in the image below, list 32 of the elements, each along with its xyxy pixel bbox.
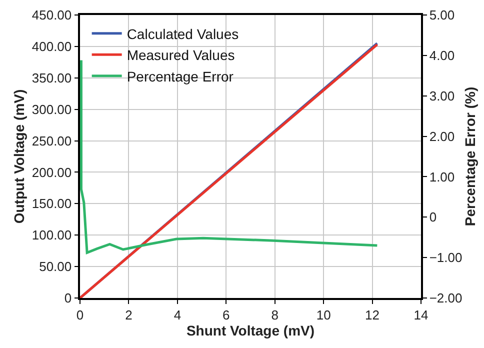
y-tick-label: 400.00 xyxy=(32,38,72,54)
legend-label: Percentage Error xyxy=(126,68,234,84)
x-tick-label: 12 xyxy=(365,307,380,322)
x-tick-label: 6 xyxy=(222,307,230,322)
y-tick-label: 100.00 xyxy=(32,228,72,243)
y2-tick-label: 4.00 xyxy=(429,48,455,63)
y-axis-title: Output Voltage (mV) xyxy=(10,89,27,224)
y2-tick-label: 0 xyxy=(429,210,437,225)
y2-tick-label: −2.00 xyxy=(429,290,462,306)
y2-tick-label: 1.00 xyxy=(429,169,455,184)
y-tick-label: 300.00 xyxy=(32,102,72,117)
x-tick-label: 4 xyxy=(174,307,182,322)
x-tick-label: 10 xyxy=(316,307,331,322)
y2-tick-label: −1.00 xyxy=(429,250,462,266)
x-axis-title: Shunt Voltage (mV) xyxy=(186,322,315,338)
legend-label: Measured Values xyxy=(126,47,235,64)
y2-tick-label: 5.00 xyxy=(429,8,455,23)
y2-tick-label: 3.00 xyxy=(429,88,455,104)
x-tick-label: 0 xyxy=(76,307,84,322)
x-tick-label: 14 xyxy=(414,307,428,322)
legend-label: Calculated Values xyxy=(126,26,239,42)
x-tick-label: 2 xyxy=(125,307,132,322)
x-tick-label: 8 xyxy=(271,307,278,322)
y2-axis-title: Percentage Error (%) xyxy=(462,86,478,226)
y-tick-label: 50.00 xyxy=(39,259,72,274)
y-tick-label: 200.00 xyxy=(32,164,72,180)
y2-tick-label: 2.00 xyxy=(429,128,455,144)
y-tick-label: 450.00 xyxy=(32,8,72,23)
y-tick-label: 250.00 xyxy=(32,133,72,148)
y-tick-label: 150.00 xyxy=(32,196,72,212)
y-tick-label: 350.00 xyxy=(32,70,72,86)
y-tick-label: 0 xyxy=(64,290,72,306)
